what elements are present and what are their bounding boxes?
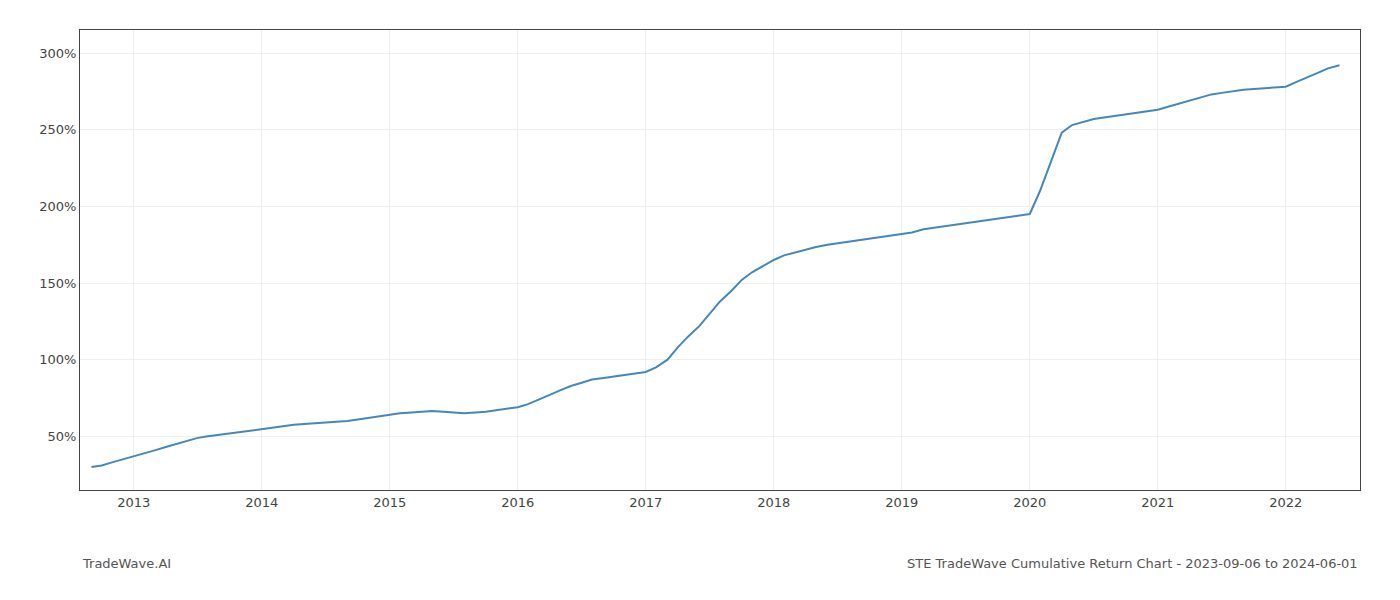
svg-text:2017: 2017 [629, 495, 662, 510]
svg-text:2022: 2022 [1269, 495, 1302, 510]
svg-text:2020: 2020 [1013, 495, 1046, 510]
svg-text:2016: 2016 [501, 495, 534, 510]
svg-text:200%: 200% [39, 199, 76, 214]
svg-text:150%: 150% [39, 276, 76, 291]
svg-text:2014: 2014 [245, 495, 278, 510]
svg-text:2019: 2019 [885, 495, 918, 510]
svg-text:300%: 300% [39, 46, 76, 61]
svg-text:250%: 250% [39, 122, 76, 137]
svg-text:2018: 2018 [757, 495, 790, 510]
svg-text:2015: 2015 [373, 495, 406, 510]
svg-text:2013: 2013 [117, 495, 150, 510]
svg-text:STE TradeWave Cumulative Retur: STE TradeWave Cumulative Return Chart - … [907, 556, 1358, 571]
svg-text:2021: 2021 [1141, 495, 1174, 510]
svg-text:TradeWave.AI: TradeWave.AI [82, 556, 171, 571]
svg-text:50%: 50% [47, 429, 76, 444]
svg-text:100%: 100% [39, 352, 76, 367]
